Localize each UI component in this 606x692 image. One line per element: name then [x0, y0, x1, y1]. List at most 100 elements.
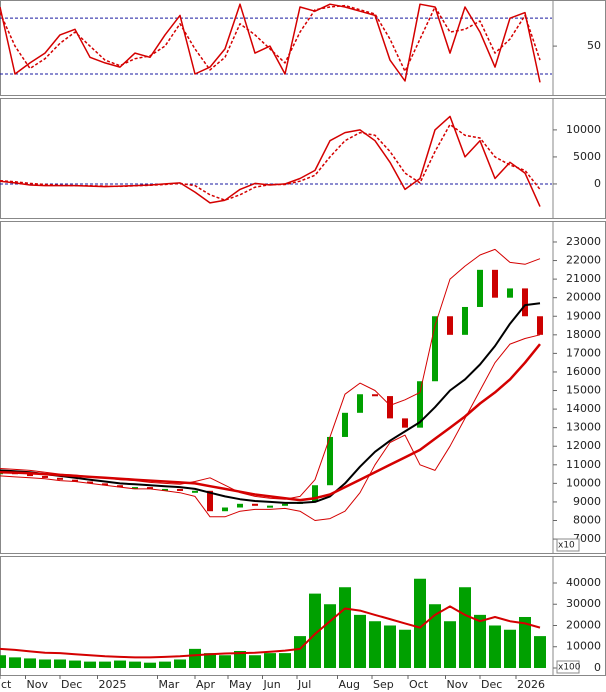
volume-bar — [189, 648, 201, 668]
volume-bar — [219, 655, 231, 668]
y-tick-label: 8000 — [573, 514, 601, 527]
y-tick-label: 19000 — [566, 309, 601, 322]
x-tick-label: 2026 — [517, 678, 545, 691]
series-line — [0, 302, 541, 504]
x-tick-label: Apr — [196, 678, 216, 691]
volume-bar — [69, 660, 81, 668]
panel-frame — [0, 98, 606, 219]
x-tick-label: Sep — [373, 678, 394, 691]
volume-bar — [459, 587, 471, 668]
candle — [312, 485, 318, 502]
y-tick-label: 12000 — [566, 439, 601, 452]
candle — [342, 412, 348, 437]
candle — [327, 436, 333, 486]
candle — [462, 306, 468, 335]
volume-bar — [474, 614, 486, 668]
unit-label: x100 — [558, 663, 581, 673]
candle — [207, 490, 213, 512]
candle — [357, 394, 363, 413]
volume-bar — [249, 655, 261, 668]
volume-bar — [9, 657, 21, 668]
volume-bar — [324, 604, 336, 668]
volume-bar — [84, 661, 96, 668]
volume-bar — [279, 653, 291, 668]
candle — [177, 488, 183, 491]
candle — [72, 479, 78, 482]
x-tick-label: 2025 — [99, 678, 127, 691]
candle — [237, 503, 243, 508]
series-line — [0, 605, 541, 659]
candle — [267, 505, 273, 508]
candle — [432, 316, 438, 382]
y-tick-label: 9000 — [573, 495, 601, 508]
candle — [117, 485, 123, 488]
y-tick-label: 15000 — [566, 384, 601, 397]
x-tick-label: May — [229, 678, 252, 691]
candle — [402, 418, 408, 428]
candle — [27, 474, 33, 477]
candle — [252, 503, 258, 506]
y-tick-label: 23000 — [566, 235, 601, 248]
candle — [57, 477, 63, 480]
candle — [372, 394, 378, 397]
volume-bar — [429, 604, 441, 668]
candle — [42, 475, 48, 478]
candle — [447, 316, 453, 335]
volume-bar — [39, 659, 51, 668]
candle — [522, 288, 528, 317]
candle — [477, 269, 483, 307]
y-tick-label: 0 — [594, 177, 601, 190]
y-tick-label: 17000 — [566, 346, 601, 359]
volume-bar — [144, 662, 156, 668]
series-line — [0, 4, 541, 73]
candle — [222, 507, 228, 512]
series-line — [0, 115, 541, 207]
y-tick-label: 10000 — [566, 123, 601, 136]
volume-bar — [384, 625, 396, 668]
volume-bar — [0, 655, 6, 668]
volume-bar — [399, 629, 411, 668]
candle — [492, 269, 498, 298]
y-tick-label: 11000 — [566, 458, 601, 471]
y-tick-label: 13000 — [566, 421, 601, 434]
volume-bar — [444, 621, 456, 668]
x-tick-label: Nov — [447, 678, 469, 691]
volume-bar — [534, 636, 546, 668]
series-line — [0, 248, 541, 500]
unit-label: x10 — [558, 541, 575, 551]
x-tick-label: Nov — [27, 678, 49, 691]
volume-bar — [159, 661, 171, 668]
x-tick-label: Mar — [159, 678, 180, 691]
candle — [132, 487, 138, 490]
y-tick-label: 10000 — [566, 476, 601, 489]
x-tick-label: Dec — [61, 678, 82, 691]
y-tick-label: 40000 — [566, 576, 601, 589]
candle — [162, 488, 168, 491]
y-tick-label: 30000 — [566, 597, 601, 610]
y-tick-label: 14000 — [566, 402, 601, 415]
volume-bar — [129, 661, 141, 668]
y-tick-label: 10000 — [566, 640, 601, 653]
volume-bar — [294, 636, 306, 668]
y-tick-label: 20000 — [566, 618, 601, 631]
volume-bar — [174, 659, 186, 668]
panel-frame — [0, 0, 606, 96]
y-tick-label: 5000 — [573, 150, 601, 163]
volume-bar — [99, 661, 111, 668]
unit-box — [556, 660, 580, 674]
y-tick-label: 20000 — [566, 291, 601, 304]
candle — [417, 381, 423, 428]
volume-bar — [114, 660, 126, 668]
volume-bar — [264, 653, 276, 668]
y-tick-label: 16000 — [566, 365, 601, 378]
series-line — [0, 343, 541, 502]
x-tick-label: Jul — [297, 678, 311, 691]
volume-bar — [234, 650, 246, 668]
x-tick-label: Aug — [339, 678, 360, 691]
volume-bar — [369, 621, 381, 668]
candle — [507, 288, 513, 298]
series-line — [0, 334, 541, 521]
volume-bar — [339, 587, 351, 668]
volume-bar — [309, 593, 321, 668]
